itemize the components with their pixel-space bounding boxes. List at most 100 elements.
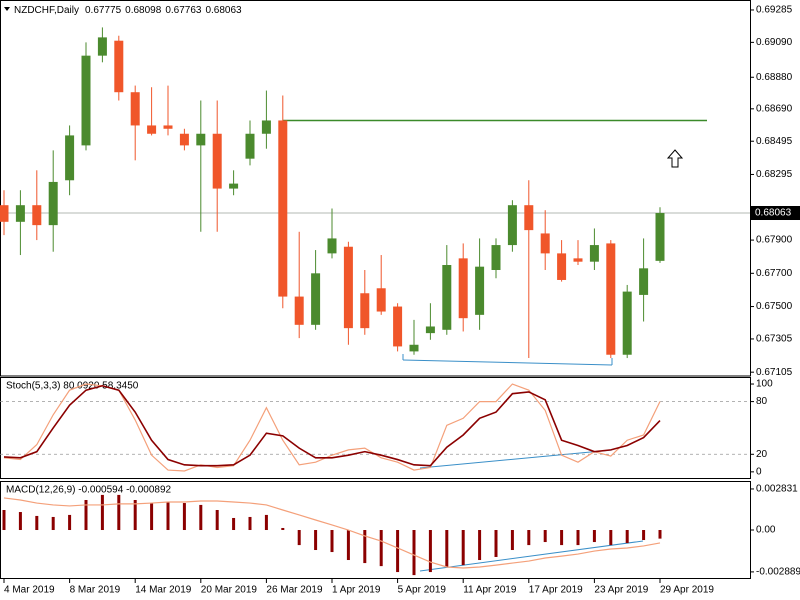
- y-tick-label: 0.69285: [756, 5, 793, 16]
- macd-bar: [84, 499, 88, 531]
- macd-bar: [461, 530, 465, 566]
- candle-body: [524, 205, 534, 231]
- y-tick-label: 0.67700: [756, 268, 793, 279]
- candle-body: [0, 205, 9, 222]
- header-close: 0.68063: [205, 5, 242, 16]
- main-panel: [0, 0, 751, 377]
- macd-bar: [346, 530, 350, 561]
- macd-bar: [543, 530, 547, 543]
- macd-bar: [510, 530, 514, 551]
- candle-body: [458, 258, 468, 319]
- macd-bar: [248, 516, 252, 531]
- candle-body: [639, 268, 649, 295]
- stoch-line: [3, 384, 661, 467]
- candle-body: [15, 205, 25, 222]
- macd-bar: [68, 514, 72, 531]
- candle-body: [491, 245, 501, 270]
- macd-title: MACD(12,26,9) -0.000594 -0.000892: [6, 485, 172, 496]
- candle-body: [294, 296, 304, 325]
- x-tick-label: 26 Mar 2019: [266, 585, 323, 596]
- y-tick-label: 0.67105: [756, 367, 793, 378]
- candle-body: [589, 245, 599, 262]
- candle-body: [442, 265, 452, 330]
- macd-bar: [642, 530, 646, 541]
- candle-body: [81, 55, 91, 146]
- symbol-header: NZDCHF,Daily 0.67775 0.68098 0.67763 0.68063: [14, 5, 242, 16]
- candle-body: [32, 205, 42, 226]
- candle-body: [655, 213, 665, 261]
- macd-bar: [100, 494, 104, 531]
- macd-bar: [396, 530, 400, 573]
- x-tick-label: 14 Mar 2019: [135, 585, 192, 596]
- candle-body: [327, 238, 337, 254]
- macd-bar: [51, 516, 55, 531]
- stoch-title: Stoch(5,3,3) 80.0920 58.3450: [6, 381, 139, 392]
- macd-bar: [297, 530, 301, 546]
- candle-body: [48, 181, 58, 226]
- header-low: 0.67763: [165, 5, 202, 16]
- menu-triangle: [4, 7, 10, 11]
- candle-body: [245, 133, 255, 159]
- macd-bar: [18, 512, 22, 531]
- macd-bar: [412, 530, 416, 576]
- trendline: [419, 540, 644, 572]
- x-tick-label: 29 Apr 2019: [660, 585, 714, 596]
- candle-body: [179, 133, 189, 146]
- y-tick-label: 0.69090: [756, 37, 793, 48]
- macd-bar: [35, 515, 39, 531]
- macd-bar: [363, 530, 367, 564]
- x-tick-label: 23 Apr 2019: [594, 585, 648, 596]
- y-tick-label: 0.67305: [756, 334, 793, 345]
- candle-body: [507, 205, 517, 246]
- macd-bar: [560, 530, 564, 546]
- y-tick-label: 0.68295: [756, 169, 793, 180]
- y-tick-label: 0.67900: [756, 235, 793, 246]
- macd-bar: [609, 530, 613, 546]
- trendline: [419, 449, 613, 469]
- candle-body: [229, 183, 239, 189]
- y-tick-label: -0.002889: [756, 567, 800, 578]
- y-tick-label: 100: [756, 379, 773, 390]
- candle-body: [376, 288, 386, 312]
- candle-body: [573, 258, 583, 262]
- candle-body: [557, 253, 567, 280]
- y-tick-label: 0.00: [756, 525, 776, 536]
- macd-bar: [625, 530, 629, 544]
- y-tick-label: 0: [756, 466, 762, 477]
- candle-body: [163, 125, 173, 129]
- macd-bar: [494, 530, 498, 557]
- macd-bar: [199, 504, 203, 531]
- x-tick-label: 20 Mar 2019: [201, 585, 258, 596]
- macd-bar: [166, 502, 170, 531]
- y-tick-label: 0.67500: [756, 301, 793, 312]
- macd-bar: [2, 509, 6, 531]
- candle-body: [130, 92, 140, 126]
- x-tick-label: 5 Apr 2019: [398, 585, 447, 596]
- macd-bar: [117, 494, 121, 531]
- candle-body: [147, 125, 157, 134]
- candle-body: [409, 344, 419, 352]
- macd-bar: [133, 499, 137, 531]
- header-open: 0.67775: [85, 5, 122, 16]
- candle-body: [360, 293, 370, 329]
- macd-bar: [478, 530, 482, 561]
- candle-body: [311, 273, 321, 325]
- x-tick-label: 8 Mar 2019: [70, 585, 121, 596]
- candle-body: [196, 133, 206, 146]
- macd-bar: [281, 527, 285, 531]
- macd-bar: [658, 530, 662, 539]
- macd-bar: [150, 503, 154, 531]
- candle-body: [97, 37, 107, 56]
- candle-body: [475, 266, 485, 315]
- candle-body: [261, 120, 271, 134]
- macd-bar: [232, 517, 236, 531]
- y-tick-label: 20: [756, 449, 768, 460]
- macd-bar: [379, 530, 383, 567]
- macd-bar: [592, 530, 596, 543]
- y-tick-label: 80: [756, 396, 768, 407]
- candle-body: [114, 40, 124, 93]
- macd-bar: [264, 514, 268, 531]
- macd-bar: [527, 530, 531, 546]
